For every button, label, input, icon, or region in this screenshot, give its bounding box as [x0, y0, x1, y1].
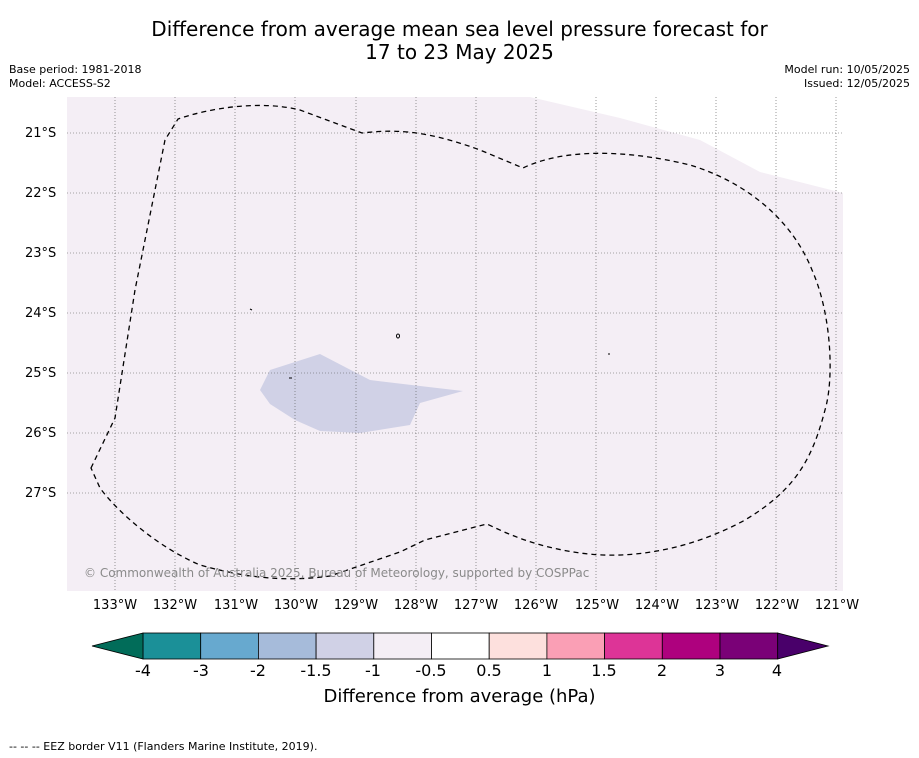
colorbar-segment	[719, 632, 779, 660]
colorbar-label: Difference from average (hPa)	[323, 686, 596, 707]
lon-label: 131°W	[213, 598, 259, 613]
lon-label: 132°W	[152, 598, 198, 613]
colorbar-segment	[257, 632, 317, 660]
colorbar-low-extend	[91, 632, 144, 660]
colorbar-segment	[315, 632, 375, 660]
lon-label: 125°W	[574, 598, 620, 613]
colorbar-high-extend	[777, 632, 830, 660]
lon-label: 127°W	[453, 598, 499, 613]
lon-label: 121°W	[814, 598, 860, 613]
colorbar-tick: 3	[714, 661, 726, 680]
lon-label: 128°W	[393, 598, 439, 613]
lon-label: 129°W	[333, 598, 379, 613]
lat-label: 24°S	[25, 306, 57, 321]
issued-date: Issued: 12/05/2025	[803, 77, 910, 90]
colorbar-segment	[431, 632, 490, 660]
lon-label: 124°W	[634, 598, 680, 613]
island-markers	[249, 308, 610, 379]
title-line-2: 17 to 23 May 2025	[365, 40, 554, 64]
colorbar	[91, 632, 830, 660]
colorbar-segment	[142, 632, 202, 660]
colorbar-segment	[200, 632, 259, 660]
colorbar-tick: 0.5	[476, 661, 502, 680]
lat-label: 21°S	[25, 126, 57, 141]
lat-label: 23°S	[25, 246, 57, 261]
copyright-notice: © Commonwealth of Australia 2025, Bureau…	[84, 566, 590, 580]
colorbar-segment	[373, 632, 432, 660]
colorbar-tick: 4	[771, 661, 783, 680]
colorbar-tick: 2	[656, 661, 668, 680]
lat-label: 22°S	[25, 186, 57, 201]
gridlines	[67, 97, 843, 591]
model-name: Model: ACCESS-S2	[9, 77, 111, 90]
base-period: Base period: 1981-2018	[9, 63, 142, 76]
lon-label: 130°W	[273, 598, 319, 613]
meta-right: Model run: 10/05/2025 Issued: 12/05/2025	[784, 63, 910, 91]
lon-label: 123°W	[694, 598, 740, 613]
lon-label: 122°W	[754, 598, 800, 613]
model-run: Model run: 10/05/2025	[784, 63, 910, 76]
colorbar-tick: 1.5	[591, 661, 617, 680]
lat-label: 26°S	[25, 426, 57, 441]
colorbar-tick: 1	[541, 661, 553, 680]
lon-label: 133°W	[92, 598, 138, 613]
colorbar-tick: -2	[250, 661, 266, 680]
colorbar-tick: -1	[365, 661, 381, 680]
forecast-region-fill	[67, 97, 843, 591]
colorbar-tick: -4	[135, 661, 151, 680]
colorbar-segment	[661, 632, 721, 660]
colorbar-tick: -0.5	[415, 661, 447, 680]
colorbar-tick: -3	[193, 661, 209, 680]
colorbar-segment	[546, 632, 606, 660]
colorbar-segment	[488, 632, 548, 660]
colorbar-tick: -1.5	[300, 661, 332, 680]
title-line-1: Difference from average mean sea level p…	[151, 17, 768, 41]
lat-label: 25°S	[25, 366, 57, 381]
lon-label: 126°W	[513, 598, 559, 613]
meta-left: Base period: 1981-2018 Model: ACCESS-S2	[9, 63, 141, 91]
legend-footer: -- -- -- EEZ border V11 (Flanders Marine…	[9, 740, 318, 753]
lat-label: 27°S	[25, 486, 57, 501]
colorbar-segment	[604, 632, 663, 660]
map-title: Difference from average mean sea level p…	[0, 18, 919, 64]
negative-anomaly-patch	[260, 354, 463, 433]
